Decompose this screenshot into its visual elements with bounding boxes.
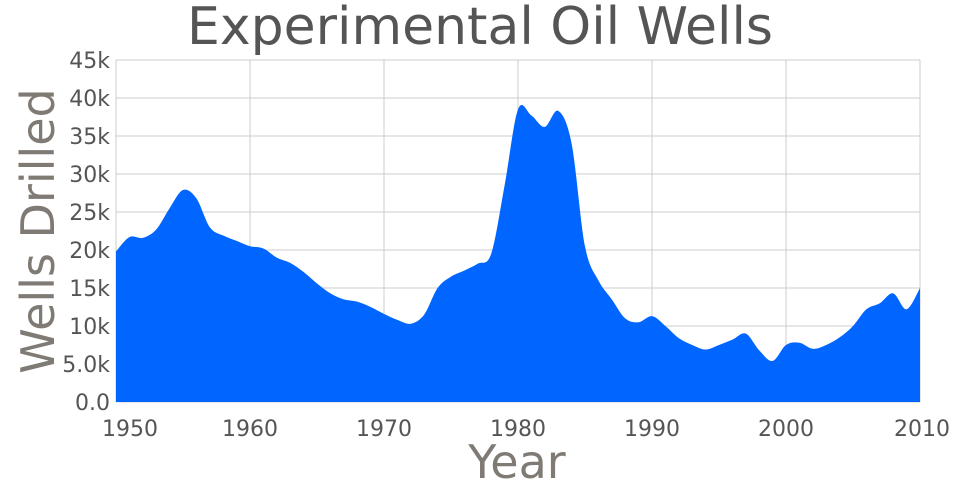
y-axis-ticks: 0.0 5.0k 10k 15k 20k 25k 30k 35k 40k 45k: [62, 49, 110, 416]
y-tick-label: 25k: [69, 201, 110, 226]
y-axis-title: Wells Drilled: [11, 88, 65, 373]
y-tick-label: 0.0: [75, 391, 110, 416]
y-tick-label: 20k: [69, 239, 110, 264]
y-tick-label: 45k: [69, 49, 110, 74]
y-tick-label: 30k: [69, 163, 110, 188]
chart-title: Experimental Oil Wells: [187, 0, 773, 57]
area-series: [116, 104, 920, 403]
x-tick-label: 1990: [624, 417, 680, 442]
x-axis-ticks: 1950 1960 1970 1980 1990 2000 2010: [102, 417, 950, 442]
y-tick-label: 40k: [69, 87, 110, 112]
y-tick-label: 15k: [69, 277, 110, 302]
y-tick-label: 10k: [69, 315, 110, 340]
y-tick-label: 5.0k: [62, 353, 110, 378]
x-tick-label: 1960: [222, 417, 278, 442]
x-tick-label: 1970: [356, 417, 412, 442]
x-tick-label: 1950: [102, 417, 158, 442]
x-tick-label: 2010: [894, 417, 950, 442]
x-axis-title: Year: [467, 435, 565, 489]
x-tick-label: 2000: [758, 417, 814, 442]
y-tick-label: 35k: [69, 125, 110, 150]
x-tick-label: 1980: [490, 417, 546, 442]
